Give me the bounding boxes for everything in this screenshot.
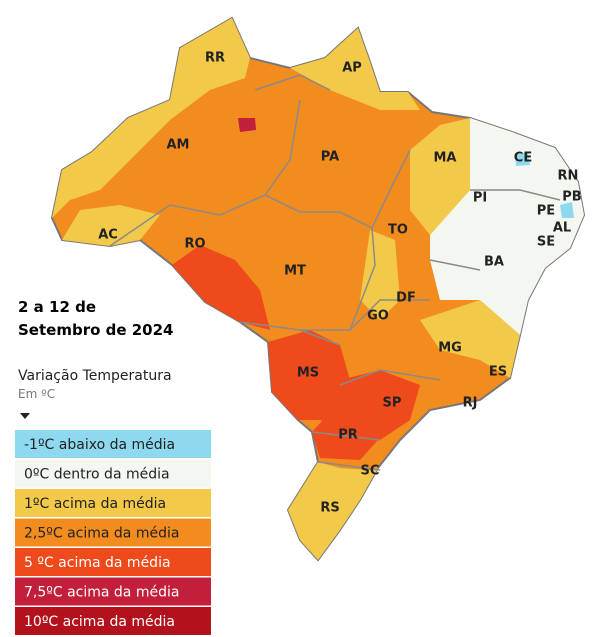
state-labels: RR AP AM PA MA CE RN PB PI PE AL SE AC R… — [98, 51, 582, 516]
state-label: RR — [205, 51, 225, 66]
state-label: RS — [320, 501, 339, 516]
legend: -1ºC abaixo da média 0ºC dentro da média 1… — [15, 430, 211, 635]
region-5c — [172, 245, 270, 330]
state-label: AP — [342, 61, 362, 76]
map-shapes — [50, 16, 586, 562]
legend-label: 2,5ºC acima da média — [24, 525, 179, 541]
legend-swatch — [15, 577, 211, 606]
state-label: PA — [321, 150, 339, 165]
state-label: PR — [338, 428, 358, 443]
legend-label: 7,5ºC acima da média — [24, 584, 179, 600]
region-5c — [268, 330, 350, 420]
state-label: MG — [438, 341, 462, 356]
legend-label: 1ºC acima da média — [24, 496, 166, 512]
state-border — [109, 74, 561, 471]
state-label: ES — [489, 365, 507, 380]
legend-swatch — [15, 607, 211, 635]
region-75c — [238, 118, 256, 132]
legend-label: 0ºC dentro da média — [24, 466, 170, 482]
region-minus1c — [560, 202, 574, 218]
title: 2 a 12 de — [18, 298, 96, 316]
state-label: MS — [297, 366, 319, 381]
state-label: CE — [514, 151, 532, 166]
legend-label: -1ºC abaixo da média — [24, 437, 175, 453]
region-1c — [62, 205, 160, 246]
state-label: MA — [434, 151, 457, 166]
legend-label: 10ºC acima da média — [24, 614, 175, 630]
state-label: RO — [184, 237, 205, 252]
state-label: AC — [98, 228, 118, 243]
state-label: TO — [388, 223, 408, 238]
region-1c — [52, 18, 250, 218]
state-label: BA — [484, 255, 504, 270]
state-label: RN — [558, 169, 579, 184]
state-label: PB — [562, 190, 581, 205]
legend-swatch — [15, 548, 211, 576]
state-label: PI — [473, 191, 487, 206]
legend-swatch — [15, 459, 211, 488]
title: Setembro de 2024 — [18, 321, 174, 339]
legend-arrow — [20, 413, 30, 419]
state-label: GO — [367, 309, 389, 324]
state-label: RJ — [463, 396, 478, 411]
legend-unit: Em ºC — [18, 387, 55, 401]
region-1c — [360, 230, 400, 320]
legend-label: 5 ºC acima da média — [24, 555, 171, 571]
region-1c — [290, 28, 420, 110]
state-label: DF — [396, 291, 416, 306]
state-label: MT — [284, 264, 306, 279]
legend-swatch — [15, 518, 211, 547]
legend-swatch — [15, 430, 211, 458]
region-minus1c — [515, 152, 530, 166]
state-label: PE — [537, 204, 555, 219]
region-1c — [288, 462, 378, 560]
state-label: AL — [553, 221, 571, 236]
state-label: SC — [361, 464, 380, 479]
region-1c — [420, 300, 520, 378]
state-label: SE — [537, 235, 555, 250]
region-1c — [410, 118, 470, 235]
legend-swatch — [15, 489, 211, 517]
legend-title: Variação Temperatura — [18, 368, 172, 384]
state-label: AM — [167, 138, 190, 153]
region-0c — [430, 118, 584, 335]
state-label: SP — [383, 396, 402, 411]
